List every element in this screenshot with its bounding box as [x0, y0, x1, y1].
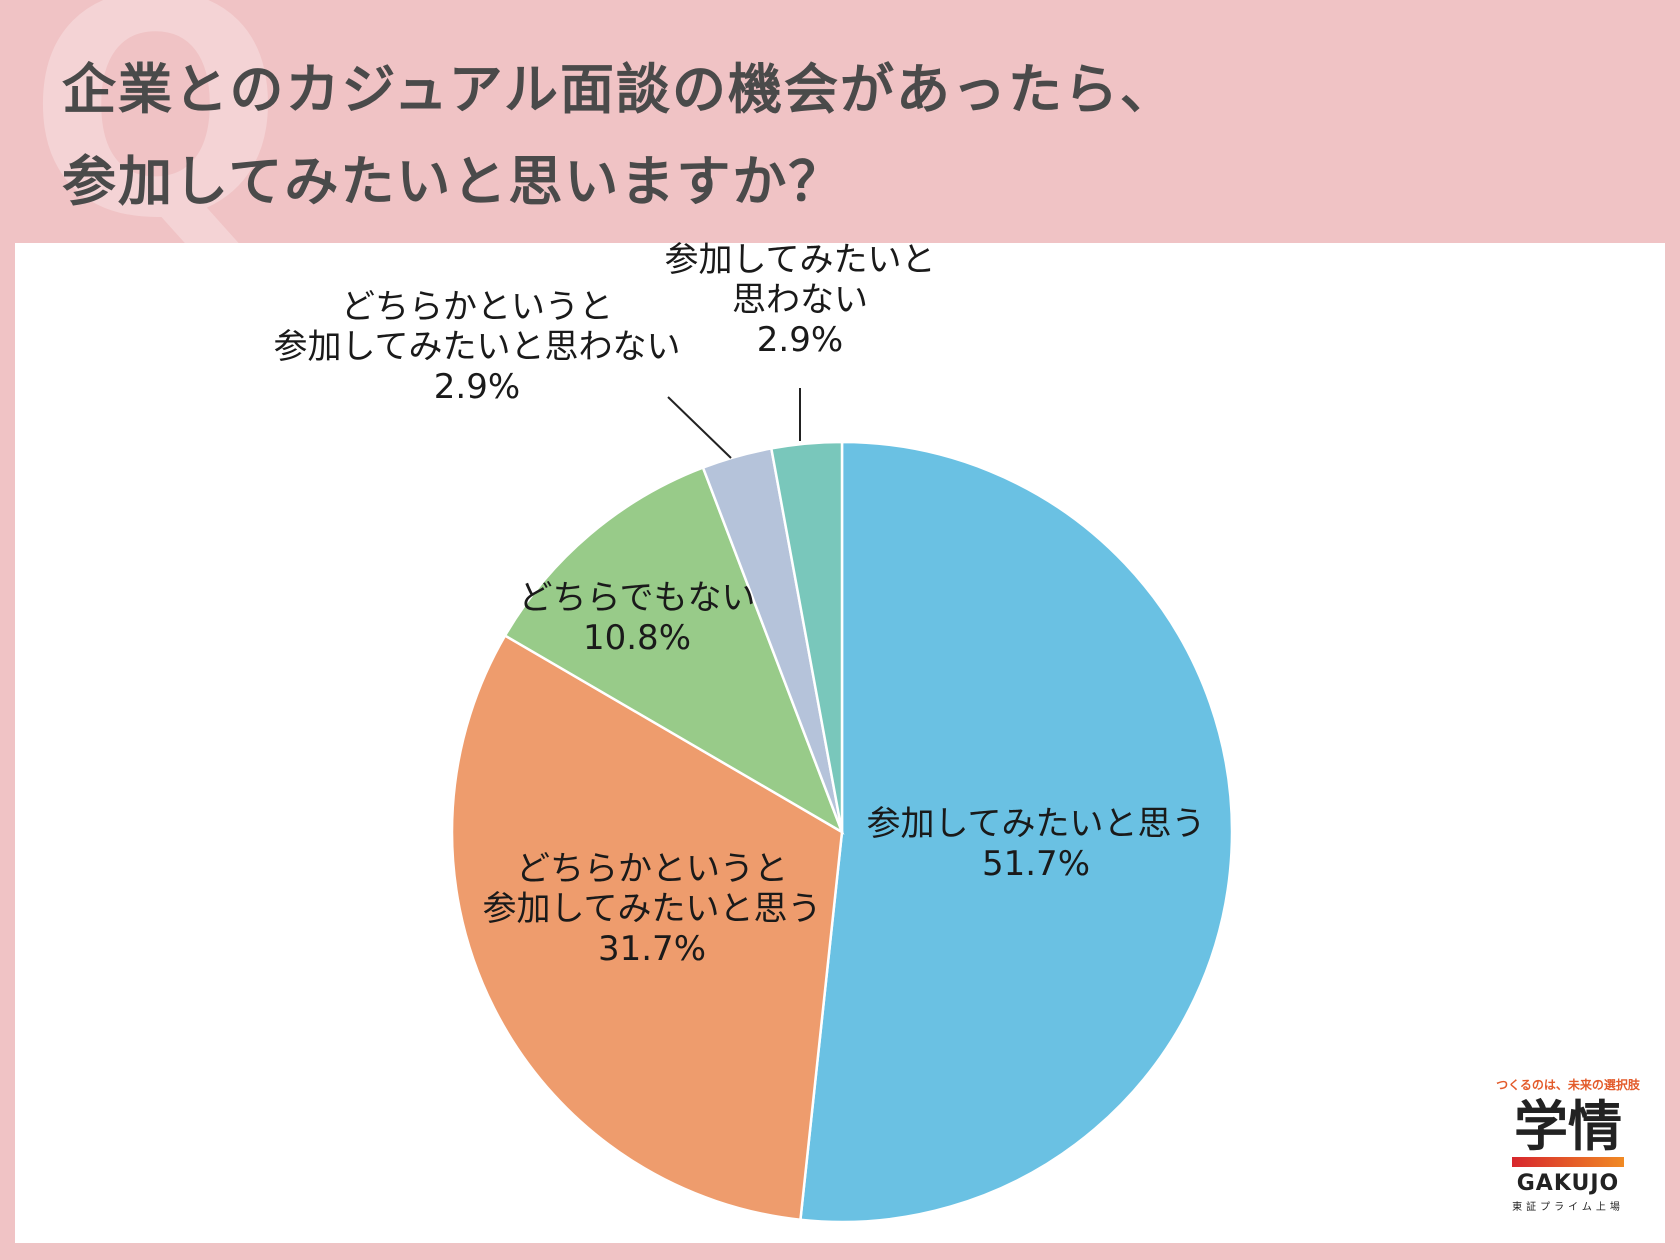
slice-category-label-2: 参加してみたいと思う [483, 889, 822, 929]
slice-category-label-5: 思わない [732, 280, 868, 320]
leader-line-4 [667, 396, 732, 459]
slice-category-label-2: どちらかというと [516, 849, 788, 889]
pie-slice-3 [503, 465, 845, 835]
logo-brand: 学情 [1514, 1095, 1622, 1158]
slice-category-label-1: 参加してみたいと思う [867, 804, 1206, 844]
slice-category-label-4: どちらかというと [341, 287, 613, 327]
slice-value-label-3: 10.8% [583, 618, 691, 658]
title-line-2: 参加してみたいと思いますか？ [62, 150, 845, 213]
slice-category-label-4: 参加してみたいと思わない [274, 327, 681, 367]
slice-value-label-5: 2.9% [757, 320, 843, 360]
slice-value-label-4: 2.9% [434, 367, 520, 407]
slice-value-label-2: 31.7% [598, 929, 706, 969]
pie-slice-1 [799, 440, 1234, 1224]
pie-slice-5 [769, 440, 844, 833]
slice-category-label-5: 参加してみたいと [665, 240, 936, 280]
logo-listing: 東証プライム上場 [1512, 1202, 1624, 1213]
pie-slice-2 [450, 633, 844, 1222]
title-line-1: 企業とのカジュアル面談の機会があったら、 [62, 58, 1177, 121]
slice-value-label-1: 51.7% [982, 844, 1090, 884]
logo-roman: GAKUJO [1516, 1171, 1620, 1196]
page-title: 企業とのカジュアル面談の機会があったら、 参加してみたいと思いますか？ [62, 44, 1176, 228]
gakujo-logo: つくるのは、未来の選択肢 学情 GAKUJO 東証プライム上場 [1478, 1070, 1658, 1230]
q-watermark-icon: Q [28, 0, 284, 284]
logo-tagline: つくるのは、未来の選択肢 [1496, 1078, 1640, 1092]
slice-category-label-3: どちらでもない [519, 578, 756, 618]
logo-bar [1512, 1157, 1624, 1167]
